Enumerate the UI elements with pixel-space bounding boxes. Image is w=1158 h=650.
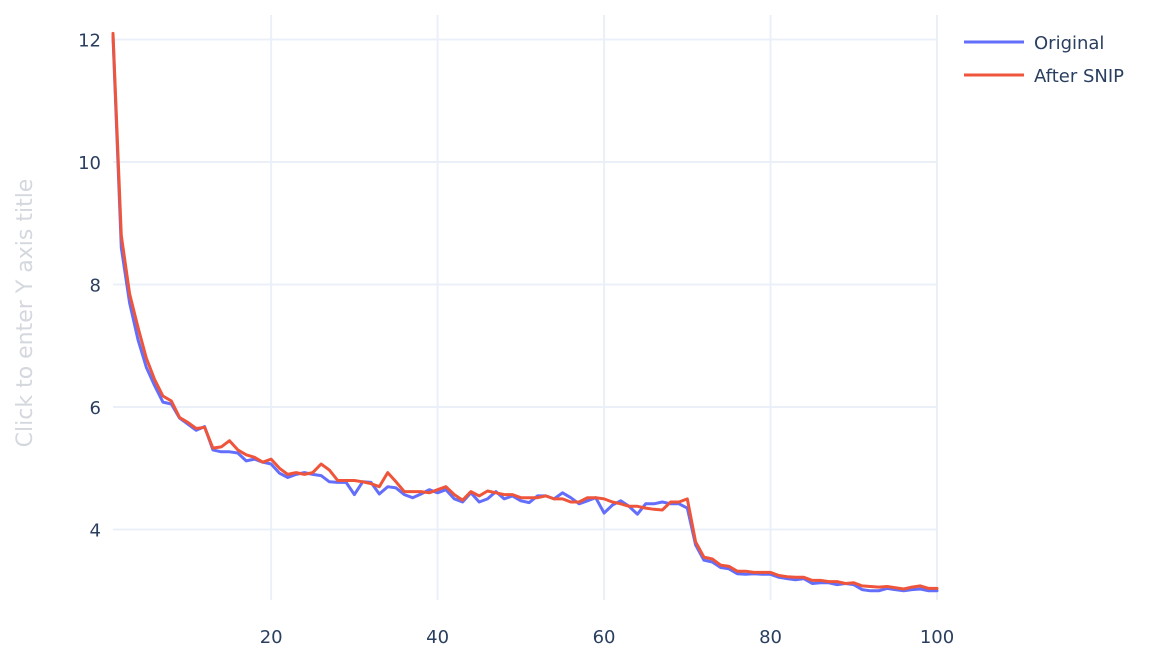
y-tick-label: 4 bbox=[90, 521, 101, 542]
x-tick-label: 20 bbox=[260, 627, 283, 648]
legend[interactable]: Original After SNIP bbox=[964, 33, 1124, 87]
x-tick-label: 100 bbox=[920, 627, 954, 648]
y-axis-tick-labels: 4 6 8 10 12 bbox=[78, 31, 101, 542]
grid-lines bbox=[113, 15, 938, 600]
y-tick-label: 10 bbox=[78, 153, 101, 174]
legend-item-after-snip[interactable]: After SNIP bbox=[964, 66, 1124, 87]
x-tick-label: 40 bbox=[426, 627, 449, 648]
x-tick-label: 60 bbox=[593, 627, 616, 648]
legend-item-original[interactable]: Original bbox=[964, 33, 1104, 54]
legend-label: After SNIP bbox=[1034, 66, 1124, 87]
legend-label: Original bbox=[1034, 33, 1104, 54]
y-tick-label: 12 bbox=[78, 31, 101, 52]
series-group bbox=[111, 31, 939, 593]
y-axis-title[interactable]: Click to enter Y axis title bbox=[13, 179, 38, 448]
series-line-original[interactable] bbox=[111, 34, 939, 593]
y-tick-label: 8 bbox=[90, 276, 101, 297]
y-tick-label: 6 bbox=[90, 398, 101, 419]
series-line-after-snip[interactable] bbox=[111, 31, 939, 591]
x-tick-label: 80 bbox=[759, 627, 782, 648]
x-axis-tick-labels: 20 40 60 80 100 bbox=[260, 627, 954, 648]
